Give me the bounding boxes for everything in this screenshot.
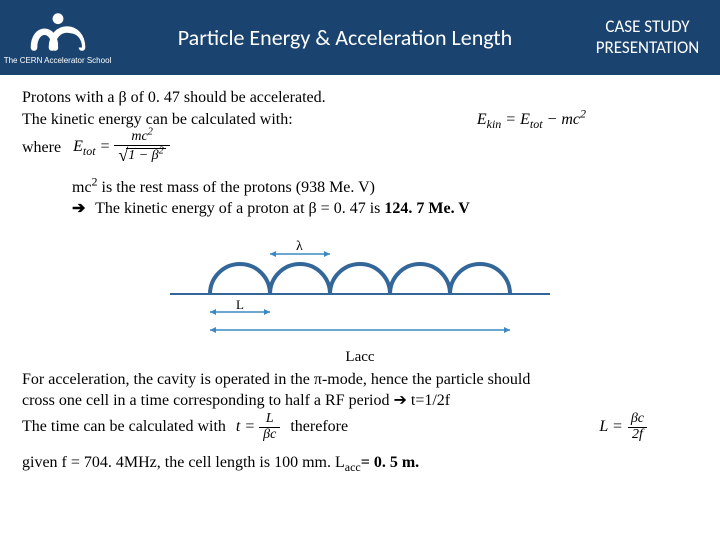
ekin-row: The kinetic energy can be calculated wit… <box>22 109 698 131</box>
therefore-label: therefore <box>290 416 348 438</box>
L-equation: L = βc2f <box>599 412 648 442</box>
mc-text: mc <box>72 179 92 196</box>
time-row: The time can be calculated with t = Lβc … <box>22 412 698 442</box>
etot-denominator: 1 − β2 <box>114 145 170 165</box>
case-study-line1: CASE STUDY <box>605 17 689 37</box>
case-study-block: CASE STUDY PRESENTATION <box>575 0 720 75</box>
acceleration-paragraph: For acceleration, the cavity is operated… <box>22 369 698 443</box>
slide-header: The CERN Accelerator School Particle Ene… <box>0 0 720 75</box>
ekin-equation: Ekin = Etot − mc2 <box>477 109 586 131</box>
final-line: given f = 704. 4MHz, the cell length is … <box>22 452 698 474</box>
intro-block: Protons with a β of 0. 47 should be acce… <box>22 87 698 165</box>
time-pre: The time can be calculated with <box>22 416 226 438</box>
rest-mass-line: mc2 is the rest mass of the protons (938… <box>72 177 698 199</box>
rest-mass-post: is the rest mass of the protons (938 Me.… <box>98 179 375 196</box>
etot-row: where Etot = mc2 1 − β2 <box>22 130 698 165</box>
cavity-svg-icon: λ L <box>170 232 550 342</box>
final-pre: given f = 704. 4MHz, the cell length is … <box>22 454 345 471</box>
etot-equation: Etot = mc2 1 − β2 <box>73 130 170 165</box>
cavity-diagram: λ L Lacc <box>22 232 698 367</box>
slide-title: Particle Energy & Acceleration Length <box>178 24 512 51</box>
where-label: where <box>22 137 61 159</box>
final-sub: acc <box>345 461 361 475</box>
mass-block: mc2 is the rest mass of the protons (938… <box>22 177 698 220</box>
etot-numerator: mc2 <box>127 130 157 145</box>
cell-L-label: L <box>236 297 244 312</box>
cern-cas-logo-icon <box>28 10 88 55</box>
para2-line2: cross one cell in a time corresponding t… <box>22 390 698 412</box>
case-study-line2: PRESENTATION <box>596 38 700 58</box>
kinetic-result-text: The kinetic energy of a proton at β = 0.… <box>95 200 470 217</box>
final-post: = 0. 5 m. <box>361 454 419 471</box>
para2-line1: For acceleration, the cavity is operated… <box>22 369 698 391</box>
kinetic-result-line: The kinetic energy of a proton at β = 0.… <box>72 198 698 220</box>
t-equation: t = Lβc <box>236 412 280 442</box>
lacc-label: Lacc <box>22 347 698 367</box>
intro-line2: The kinetic energy can be calculated wit… <box>22 109 293 131</box>
logo-caption: The CERN Accelerator School <box>4 57 112 66</box>
title-block: Particle Energy & Acceleration Length <box>115 0 575 75</box>
lambda-label: λ <box>296 239 303 254</box>
slide-content: Protons with a β of 0. 47 should be acce… <box>0 75 720 474</box>
intro-line1: Protons with a β of 0. 47 should be acce… <box>22 87 698 109</box>
logo-block: The CERN Accelerator School <box>0 0 115 75</box>
